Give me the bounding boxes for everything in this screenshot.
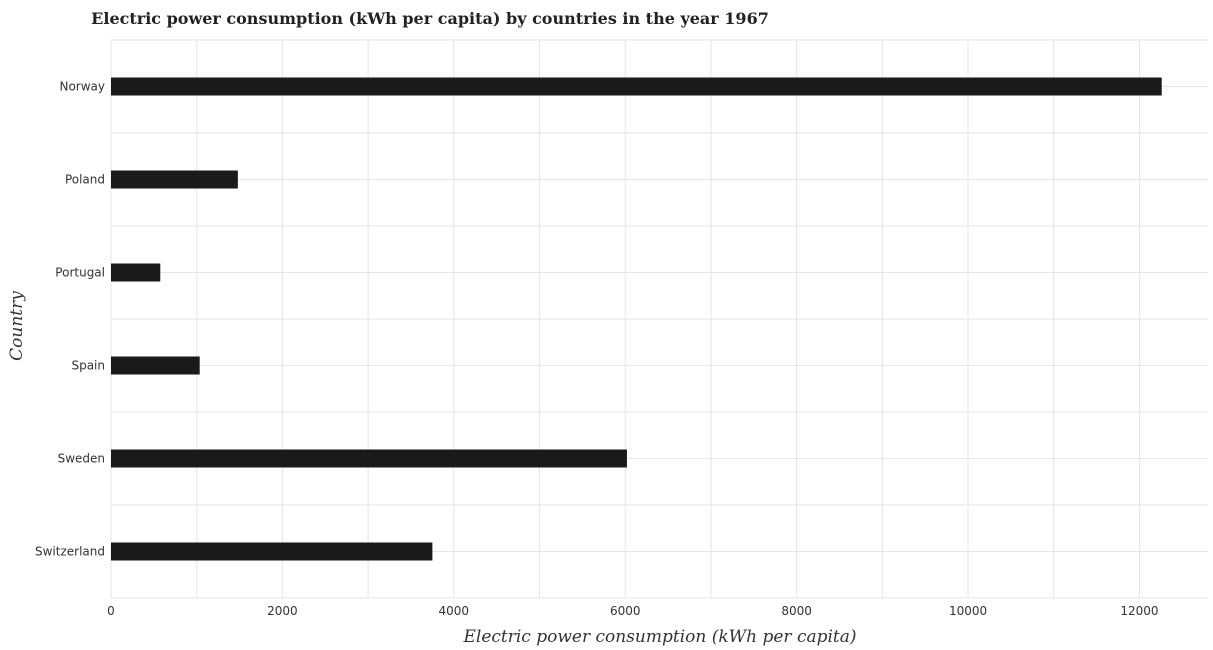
y-axis-label: Country [7, 291, 27, 361]
x-tick-label: 0 [107, 604, 115, 618]
grid [110, 39, 1208, 599]
x-tick-labels: 0 2000 4000 6000 8000 10000 12000 [107, 604, 1158, 618]
x-tick-label: 10000 [949, 604, 987, 618]
bar-spain [111, 356, 200, 375]
y-tick-label: Poland [65, 173, 105, 187]
x-tick-label: 8000 [781, 604, 812, 618]
x-tick-label: 12000 [1120, 604, 1158, 618]
y-tick-label: Norway [59, 80, 105, 94]
y-tick-label: Spain [71, 359, 105, 373]
y-tick-label: Switzerland [35, 545, 105, 559]
y-tick-label: Portugal [55, 266, 105, 280]
y-tick-label: Sweden [58, 452, 105, 466]
bar-portugal [111, 263, 161, 282]
bars [111, 77, 1162, 561]
x-tick-label: 6000 [610, 604, 641, 618]
chart-title: Electric power consumption (kWh per capi… [91, 9, 769, 28]
x-tick-label: 4000 [439, 604, 470, 618]
bar-norway [111, 77, 1162, 96]
bar-poland [111, 170, 238, 189]
x-tick-label: 2000 [267, 604, 298, 618]
bar-switzerland [111, 542, 433, 561]
y-tick-labels: Norway Poland Portugal Spain Sweden Switzerla… [35, 80, 105, 559]
x-axis-label: Electric power consumption (kWh per capi… [462, 627, 856, 647]
bar-sweden [111, 449, 627, 468]
